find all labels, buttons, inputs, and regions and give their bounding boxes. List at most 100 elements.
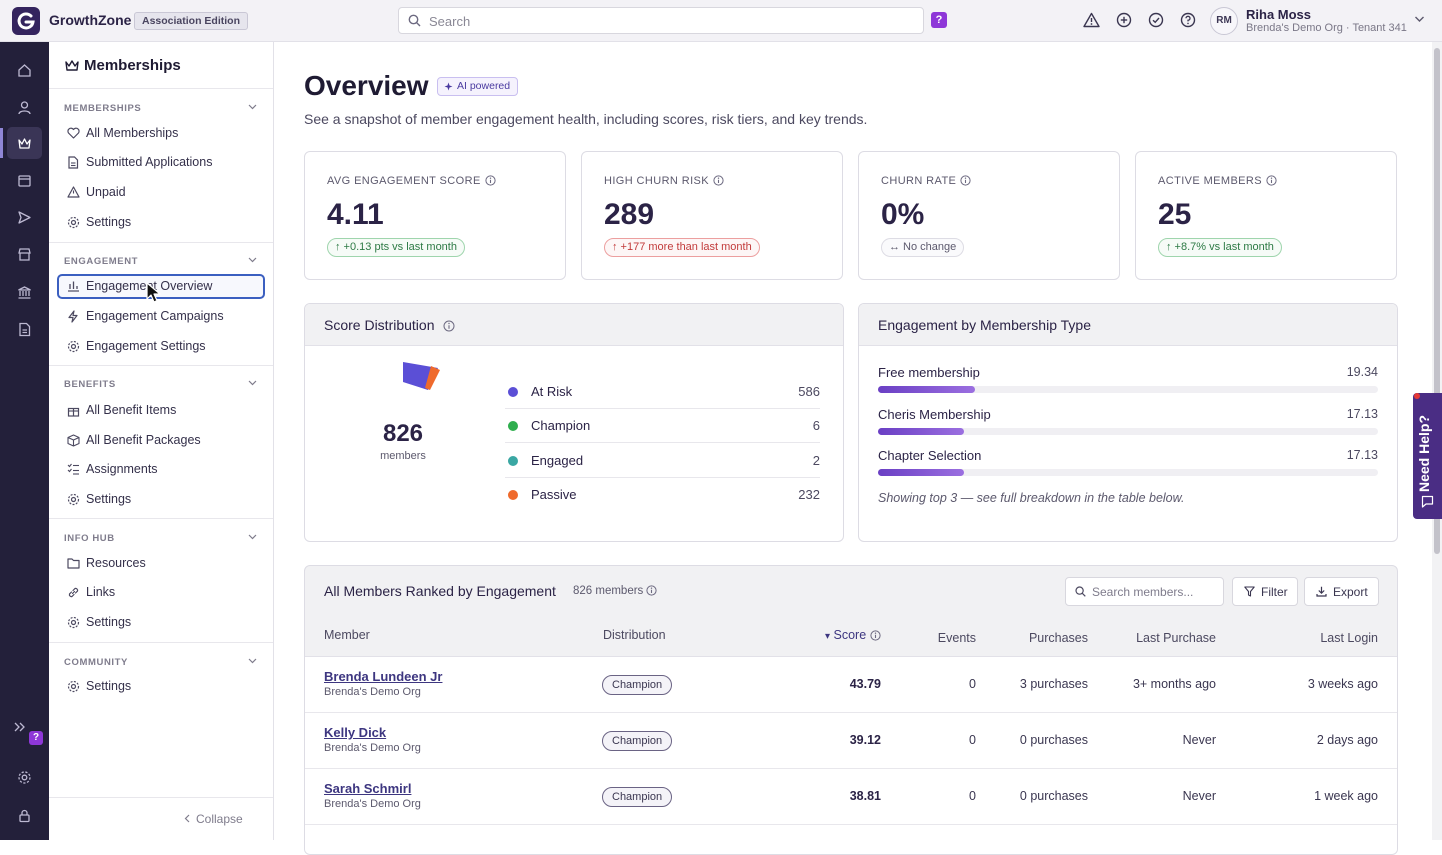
ai-powered-badge: AI powered (437, 77, 519, 96)
section-benefits-label[interactable]: BENEFITS (64, 379, 116, 390)
sidebar-item-all-memberships[interactable]: All Memberships (57, 121, 265, 146)
expand-double-chevron-icon[interactable] (14, 722, 26, 732)
sidebar-item-benefits-settings[interactable]: Settings (57, 487, 265, 512)
col-last-login[interactable]: Last Login (1320, 631, 1378, 645)
check-circle-icon[interactable] (1148, 12, 1164, 28)
col-purchases[interactable]: Purchases (1028, 631, 1088, 645)
membership-type-name: Cheris Membership (878, 407, 991, 422)
kpi-change-badge: ↑ +8.7% vs last month (1158, 238, 1282, 257)
rail-messaging[interactable] (7, 201, 42, 233)
rail-active-indicator (0, 128, 3, 158)
brand-name[interactable]: GrowthZone (49, 12, 132, 28)
distribution-row-champion: Champion 6 (505, 409, 820, 443)
add-circle-icon[interactable] (1116, 12, 1132, 28)
send-icon (17, 210, 32, 225)
user-menu-chevron-icon[interactable] (1414, 15, 1425, 23)
rail-store[interactable] (7, 238, 42, 270)
table-row-partial (305, 825, 1397, 854)
collapse-sidebar-button[interactable]: Collapse (184, 812, 243, 826)
help-circle-icon[interactable] (1180, 12, 1196, 28)
need-help-tab[interactable]: Need Help? (1413, 393, 1442, 519)
section-community-chevron-icon[interactable] (248, 658, 257, 664)
section-engagement-chevron-icon[interactable] (248, 257, 257, 263)
section-divider (49, 242, 273, 243)
home-icon (17, 63, 32, 78)
info-icon[interactable] (1266, 175, 1277, 186)
growthzone-logo-icon[interactable] (12, 7, 40, 35)
events-cell: 0 (969, 789, 976, 803)
scrollbar-thumb[interactable] (1434, 48, 1440, 554)
section-info-hub-label[interactable]: INFO HUB (64, 533, 115, 544)
sidebar-item-label: All Memberships (86, 126, 179, 140)
section-engagement-label[interactable]: ENGAGEMENT (64, 256, 139, 267)
col-last-purchase[interactable]: Last Purchase (1136, 631, 1216, 645)
sidebar-item-community-settings[interactable]: Settings (57, 674, 265, 699)
filter-button[interactable]: Filter (1232, 577, 1298, 606)
sidebar-item-label: Settings (86, 679, 132, 693)
sidebar-item-all-benefit-packages[interactable]: All Benefit Packages (57, 428, 265, 453)
member-name-link[interactable]: Brenda Lundeen Jr (324, 669, 443, 684)
sidebar-footer-divider (49, 797, 273, 798)
sidebar-item-assignments[interactable]: Assignments (57, 457, 265, 482)
members-search[interactable] (1065, 577, 1224, 606)
sidebar-item-label: Settings (86, 215, 132, 229)
bar-fill (878, 469, 964, 476)
col-distribution[interactable]: Distribution (603, 628, 666, 642)
rail-help-badge[interactable]: ? (29, 731, 43, 745)
section-memberships-label[interactable]: MEMBERSHIPS (64, 103, 142, 114)
section-info-hub-chevron-icon[interactable] (248, 534, 257, 540)
sidebar-item-submitted-applications[interactable]: Submitted Applications (57, 150, 265, 175)
ai-assistant-button[interactable]: ? (931, 12, 947, 28)
distribution-row-passive: Passive 232 (505, 478, 820, 512)
member-name-link[interactable]: Kelly Dick (324, 725, 387, 740)
rail-calendar[interactable] (7, 164, 42, 196)
sidebar-item-links[interactable]: Links (57, 580, 265, 605)
distribution-total-label: members (380, 450, 426, 462)
info-icon[interactable] (713, 175, 724, 186)
alert-icon[interactable] (1083, 12, 1100, 28)
section-community-label[interactable]: COMMUNITY (64, 657, 128, 668)
sidebar-item-memberships-settings[interactable]: Settings (57, 210, 265, 235)
sidebar-item-unpaid[interactable]: Unpaid (57, 180, 265, 205)
rail-memberships[interactable] (7, 127, 42, 159)
person-icon (17, 100, 32, 115)
info-icon[interactable] (870, 630, 881, 641)
section-memberships-chevron-icon[interactable] (248, 104, 257, 110)
kpi-active-members: ACTIVE MEMBERS 25 ↑ +8.7% vs last month (1135, 151, 1397, 280)
rail-contacts[interactable] (7, 91, 42, 123)
info-icon[interactable] (646, 585, 657, 596)
col-score-sorted[interactable]: ▾ Score (825, 628, 881, 642)
distribution-value: 2 (812, 453, 820, 468)
members-search-input[interactable] (1092, 584, 1218, 600)
sidebar-item-all-benefit-items[interactable]: All Benefit Items (57, 398, 265, 423)
info-icon[interactable] (960, 175, 971, 186)
global-search[interactable] (398, 7, 924, 34)
rail-settings[interactable] (7, 761, 42, 793)
sparkle-icon (444, 82, 453, 91)
col-member[interactable]: Member (324, 628, 370, 642)
sidebar-item-resources[interactable]: Resources (57, 551, 265, 576)
membership-type-row: Cheris Membership 17.13 (878, 407, 1378, 447)
info-icon[interactable] (485, 175, 496, 186)
sidebar-item-label: Settings (86, 492, 132, 506)
rail-home[interactable] (7, 54, 42, 86)
info-icon[interactable] (443, 320, 455, 332)
col-events[interactable]: Events (937, 631, 976, 645)
sidebar-item-info-hub-settings[interactable]: Settings (57, 610, 265, 635)
rail-security[interactable] (7, 799, 42, 831)
lightning-icon (67, 310, 79, 323)
rail-finance[interactable] (7, 276, 42, 308)
sidebar-item-engagement-campaigns[interactable]: Engagement Campaigns (57, 304, 265, 329)
export-button[interactable]: Export (1304, 577, 1379, 606)
section-benefits-chevron-icon[interactable] (248, 380, 257, 386)
purchases-cell: 0 purchases (1019, 789, 1088, 803)
sidebar-item-engagement-settings[interactable]: Engagement Settings (57, 334, 265, 359)
search-input[interactable] (429, 12, 909, 30)
events-cell: 0 (969, 677, 976, 691)
distribution-value: 586 (798, 384, 820, 399)
rail-reports[interactable] (7, 313, 42, 345)
chat-icon (1421, 495, 1434, 508)
user-name[interactable]: Riha Moss (1246, 7, 1312, 22)
member-name-link[interactable]: Sarah Schmirl (324, 781, 412, 796)
user-avatar[interactable]: RM (1210, 7, 1238, 35)
